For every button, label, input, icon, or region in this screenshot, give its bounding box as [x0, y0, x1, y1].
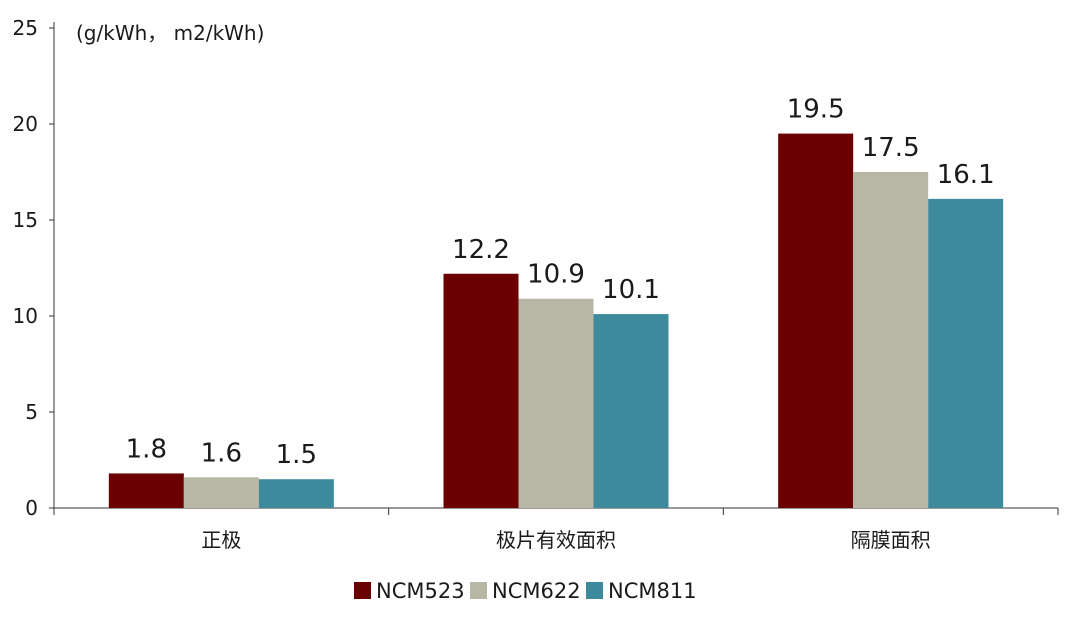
data-label: 17.5: [862, 133, 920, 163]
data-label: 16.1: [937, 160, 995, 190]
y-tick-label: 15: [13, 208, 38, 232]
bar-ncm811-0: [258, 479, 334, 508]
bar-ncm622-1: [518, 298, 594, 508]
data-label: 19.5: [787, 95, 845, 125]
legend-swatch-ncm523: [354, 582, 371, 599]
legend-swatch-ncm811: [586, 582, 603, 599]
legend-label-ncm811: NCM811: [608, 579, 697, 603]
data-labels: 1.8 1.6 1.5 12.2 10.9 10.1 19.5 17.5 16.1: [126, 95, 995, 471]
y-tick-label: 5: [25, 400, 38, 424]
bar-ncm523-1: [443, 273, 519, 508]
data-label: 10.9: [527, 260, 585, 290]
legend-label-ncm523: NCM523: [376, 579, 465, 603]
bar-ncm523-2: [778, 133, 854, 508]
bar-ncm811-1: [593, 314, 669, 508]
data-label: 1.6: [201, 438, 242, 468]
y-tick-label: 10: [13, 304, 38, 328]
bars: [108, 133, 1004, 508]
data-label: 1.5: [276, 440, 317, 470]
legend-swatch-ncm622: [470, 582, 487, 599]
x-category-label: 隔膜面积: [851, 528, 931, 552]
axes: 0 5 10 15 20 25 正极 极片有效面积 隔膜面积: [13, 16, 1059, 552]
data-label: 10.1: [602, 275, 660, 305]
bar-ncm523-0: [108, 473, 184, 508]
legend-label-ncm622: NCM622: [492, 579, 581, 603]
data-label: 1.8: [126, 434, 167, 464]
unit-label: (g/kWh， m2/kWh): [76, 21, 264, 45]
bar-ncm622-0: [183, 477, 259, 508]
y-tick-label: 20: [13, 112, 38, 136]
bar-ncm622-2: [853, 172, 929, 508]
bar-ncm811-2: [928, 198, 1004, 508]
x-category-label: 正极: [201, 528, 241, 552]
y-tick-label: 25: [13, 16, 38, 40]
x-category-label: 极片有效面积: [496, 528, 616, 552]
legend: NCM523 NCM622 NCM811: [354, 579, 697, 603]
y-tick-label: 0: [25, 496, 38, 520]
data-label: 12.2: [452, 235, 510, 265]
